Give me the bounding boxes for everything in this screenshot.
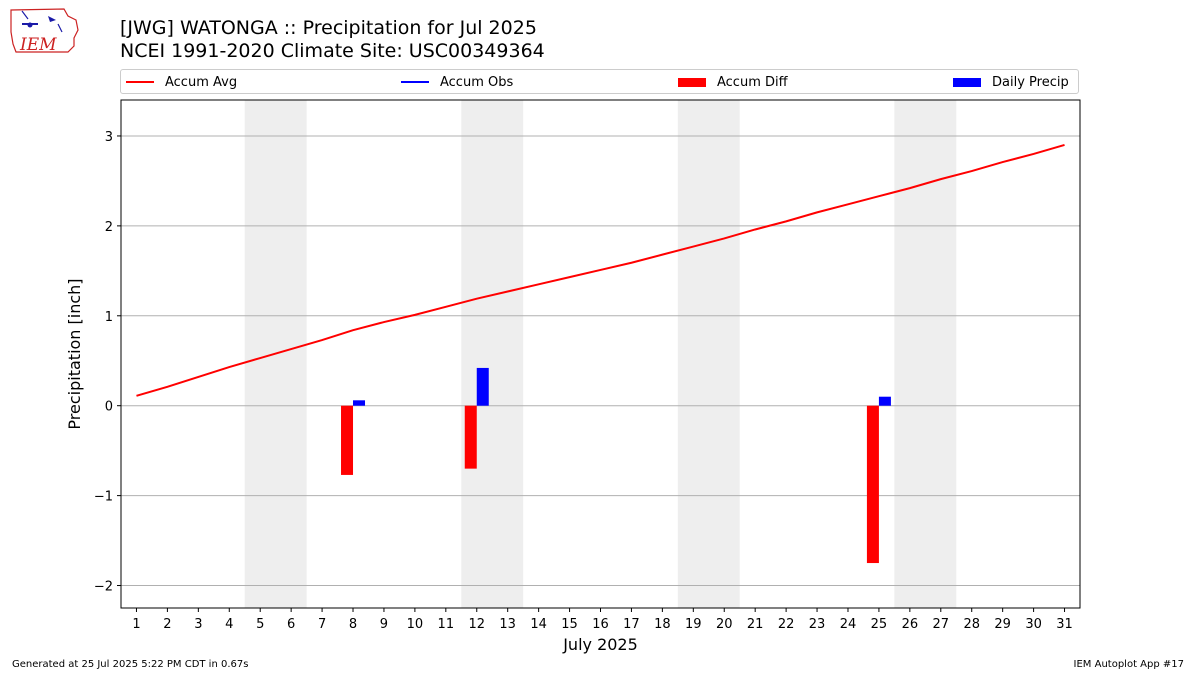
- x-tick-label: 9: [380, 617, 388, 632]
- x-tick-label: 2: [163, 617, 171, 632]
- legend-label: Daily Precip: [992, 74, 1069, 90]
- legend-item-accum-avg: Accum Avg: [126, 73, 237, 91]
- x-tick-label: 28: [963, 617, 980, 632]
- y-axis-label: Precipitation [inch]: [65, 278, 84, 429]
- x-tick-label: 17: [623, 617, 640, 632]
- x-tick-label: 30: [1025, 617, 1042, 632]
- x-tick-label: 12: [468, 617, 485, 632]
- weekend-band: [894, 100, 957, 608]
- legend-item-daily-precip: Daily Precip: [953, 73, 1069, 91]
- legend-patch-swatch: [678, 77, 706, 87]
- x-tick-label: 25: [871, 617, 888, 632]
- x-tick-label: 24: [840, 617, 857, 632]
- x-tick-label: 16: [592, 617, 609, 632]
- daily-precip-bar: [476, 367, 489, 406]
- x-tick-label: 4: [225, 617, 233, 632]
- weekend-band: [677, 100, 740, 608]
- x-tick-label: 23: [809, 617, 826, 632]
- y-tick-label: −2: [94, 580, 113, 595]
- chart-subtitle: NCEI 1991-2020 Climate Site: USC00349364: [120, 40, 545, 62]
- chart-title: [JWG] WATONGA :: Precipitation for Jul 2…: [120, 17, 537, 39]
- y-tick-label: 2: [105, 220, 113, 235]
- x-tick-label: 18: [654, 617, 671, 632]
- y-tick-label: −1: [94, 490, 113, 505]
- x-tick-label: 11: [438, 617, 455, 632]
- x-tick-label: 6: [287, 617, 295, 632]
- x-tick-label: 5: [256, 617, 264, 632]
- x-tick-label: 3: [194, 617, 202, 632]
- x-tick-label: 20: [716, 617, 733, 632]
- accum-diff-bar: [464, 405, 477, 469]
- legend-item-accum-diff: Accum Diff: [678, 73, 788, 91]
- x-axis-label: July 2025: [562, 635, 638, 654]
- legend-label: Accum Avg: [165, 74, 238, 90]
- legend-label: Accum Diff: [717, 74, 788, 90]
- x-tick-label: 29: [994, 617, 1011, 632]
- x-tick-label: 22: [778, 617, 795, 632]
- app-credit: IEM Autoplot App #17: [1073, 659, 1184, 670]
- generated-timestamp: Generated at 25 Jul 2025 5:22 PM CDT in …: [12, 659, 249, 670]
- chart-legend: Accum Avg Accum Obs Accum Diff Daily Pre…: [120, 69, 1079, 94]
- x-tick-label: 7: [318, 617, 326, 632]
- legend-line-swatch: [401, 81, 429, 83]
- accum-diff-bar: [341, 405, 354, 475]
- logo-text: IEM: [19, 35, 57, 55]
- y-tick-label: 0: [105, 400, 113, 415]
- x-tick-label: 14: [530, 617, 547, 632]
- accum-avg-line: [136, 143, 1065, 397]
- y-tick-label: 3: [105, 130, 113, 145]
- x-tick-label: 21: [747, 617, 764, 632]
- x-tick-label: 19: [685, 617, 702, 632]
- daily-precip-bar: [878, 396, 891, 406]
- legend-patch-swatch: [953, 77, 981, 87]
- legend-label: Accum Obs: [440, 74, 514, 90]
- x-tick-label: 10: [407, 617, 424, 632]
- weekend-band: [461, 100, 524, 608]
- daily-precip-bar: [353, 400, 366, 406]
- x-tick-label: 13: [499, 617, 516, 632]
- legend-item-accum-obs: Accum Obs: [401, 73, 513, 91]
- accum-diff-bar: [866, 405, 879, 564]
- x-tick-label: 26: [902, 617, 919, 632]
- x-tick-label: 15: [561, 617, 578, 632]
- x-tick-label: 27: [933, 617, 950, 632]
- x-tick-label: 1: [132, 617, 140, 632]
- iem-logo: IEM: [8, 6, 80, 58]
- x-tick-label: 8: [349, 617, 357, 632]
- x-tick-label: 31: [1056, 617, 1073, 632]
- legend-line-swatch: [126, 81, 154, 83]
- y-tick-label: 1: [105, 310, 113, 325]
